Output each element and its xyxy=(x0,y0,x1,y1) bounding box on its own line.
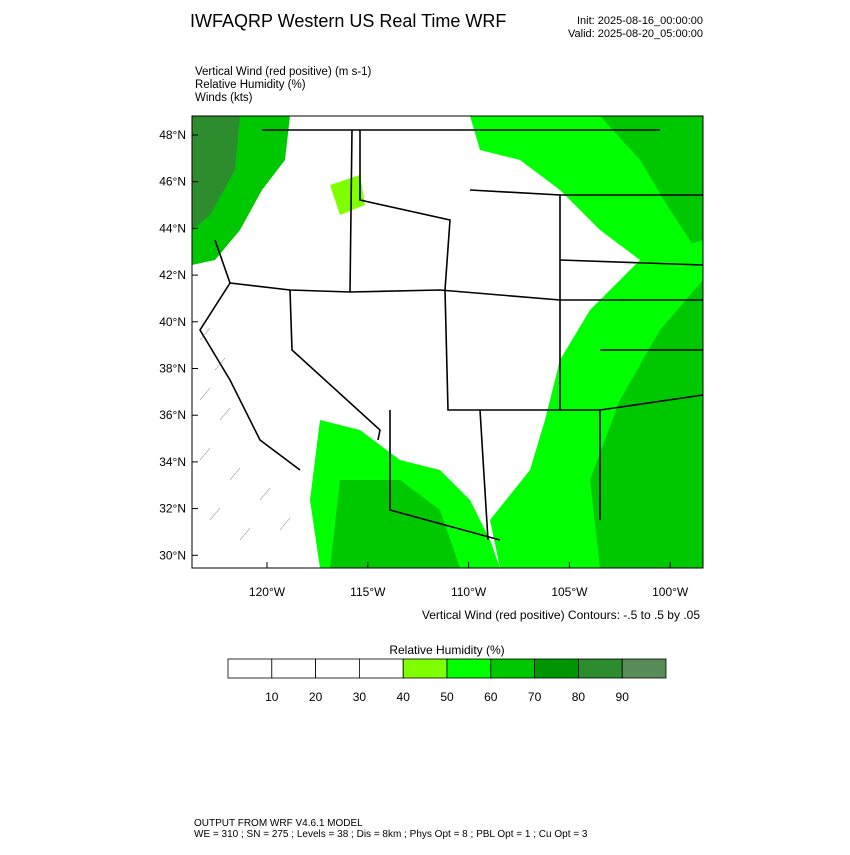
lon-label: 110°W xyxy=(451,585,487,599)
colorbar-label: 40 xyxy=(397,690,411,704)
colorbar-label: 30 xyxy=(353,690,367,704)
rh-region xyxy=(600,116,703,260)
lat-label: 34°N xyxy=(159,455,186,469)
field-label: Winds (kts) xyxy=(195,92,253,104)
rh-region xyxy=(330,480,460,568)
lon-label: 120°W xyxy=(249,585,286,599)
footer-line: WE = 310 ; SN = 275 ; Levels = 38 ; Dis … xyxy=(194,829,588,840)
colorbar-label: 10 xyxy=(265,690,279,704)
map-field xyxy=(192,116,703,568)
colorbar-label: 80 xyxy=(572,690,586,704)
colorbar-label: 20 xyxy=(309,690,323,704)
colorbar-title: Relative Humidity (%) xyxy=(389,643,504,657)
lat-label: 46°N xyxy=(159,175,186,189)
valid-time: Valid: 2025-08-20_05:00:00 xyxy=(568,28,703,40)
contour-note: Vertical Wind (red positive) Contours: -… xyxy=(422,608,700,622)
colorbar-box xyxy=(402,658,448,679)
rh-region xyxy=(330,175,365,215)
colorbar-box xyxy=(578,658,623,679)
map xyxy=(191,115,704,569)
rh-region xyxy=(590,280,703,568)
lat-label: 32°N xyxy=(159,502,186,516)
lat-label: 42°N xyxy=(159,268,186,282)
field-label: Vertical Wind (red positive) (m s-1) xyxy=(195,66,372,78)
colorbar-label: 70 xyxy=(528,690,542,704)
lon-label: 115°W xyxy=(350,585,386,599)
colorbar-box xyxy=(490,658,535,679)
title: IWFAQRP Western US Real Time WRF xyxy=(190,11,506,31)
colorbar-box xyxy=(358,658,404,679)
field-label: Relative Humidity (%) xyxy=(195,79,306,91)
colorbar-box xyxy=(271,658,316,679)
lat-label: 30°N xyxy=(159,548,186,562)
colorbar-box xyxy=(315,658,360,679)
colorbar-box xyxy=(227,658,273,679)
lat-label: 44°N xyxy=(159,221,186,235)
lat-label: 36°N xyxy=(159,408,186,422)
lon-label: 105°W xyxy=(551,585,588,599)
colorbar-label: 60 xyxy=(484,690,498,704)
footer-line: OUTPUT FROM WRF V4.6.1 MODEL xyxy=(194,818,363,829)
colorbar-label: 90 xyxy=(616,690,630,704)
colorbar-label: 50 xyxy=(440,690,454,704)
map-frame xyxy=(191,115,704,569)
lon-label: 100°W xyxy=(652,585,689,599)
lat-label: 38°N xyxy=(159,362,186,376)
state-borders xyxy=(199,129,703,541)
colorbar-box xyxy=(446,658,492,679)
colorbar-box xyxy=(534,658,579,679)
colorbar-box xyxy=(621,658,667,679)
lat-label: 40°N xyxy=(159,315,186,329)
init-time: Init: 2025-08-16_00:00:00 xyxy=(577,15,703,27)
wind-barbs xyxy=(199,327,291,541)
lat-label: 48°N xyxy=(159,128,186,142)
rh-region xyxy=(192,116,240,230)
